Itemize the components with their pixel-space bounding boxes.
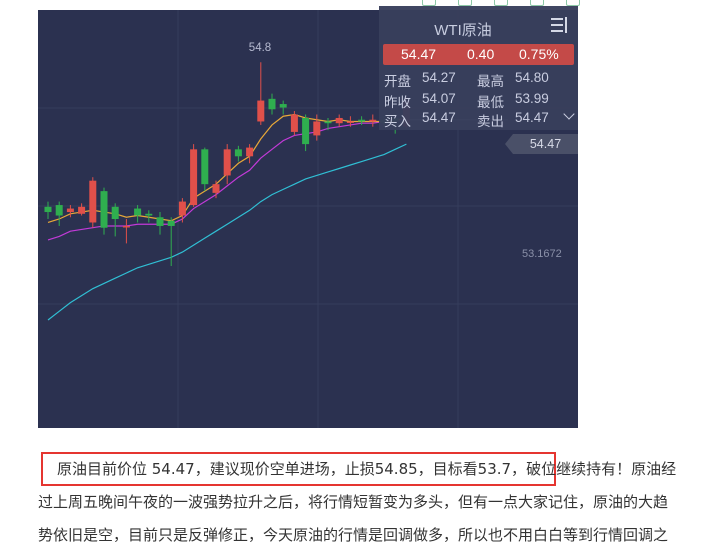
candle-body	[201, 149, 209, 185]
copy-icon[interactable]	[530, 0, 544, 6]
quote-panel: WTI原油 54.47 0.40 0.75% 开盘 54.27 最高 54.80…	[379, 6, 578, 130]
candle-body	[122, 225, 130, 228]
candle-body	[302, 117, 310, 145]
expand-icon[interactable]	[566, 0, 580, 6]
candle-body	[111, 206, 119, 219]
screenshot-icon[interactable]	[458, 0, 472, 6]
article-line: 势依旧是空，目前只是反弹修正，今天原油的行情是回调做多，所以也不用白白等到行情回…	[38, 526, 669, 544]
candle-body	[178, 201, 186, 216]
candle-body	[78, 206, 86, 214]
price-change-pct: 0.75%	[519, 46, 559, 62]
candle-body	[358, 119, 366, 122]
candle-body	[156, 217, 164, 226]
quote-title: WTI原油	[434, 22, 492, 39]
candle-body	[279, 104, 287, 108]
candle-body	[212, 184, 220, 193]
candle-body	[223, 149, 231, 176]
candle-body	[246, 147, 254, 157]
last-price-tag: 54.47	[505, 134, 578, 154]
candle-body	[335, 117, 343, 124]
candle-body	[268, 98, 276, 110]
candle-body	[290, 114, 298, 132]
last-price: 54.47	[401, 46, 437, 62]
candle-body	[346, 121, 354, 123]
candle-body	[234, 149, 242, 157]
candle-body	[190, 149, 198, 206]
panel-menu-icon[interactable]	[551, 17, 567, 33]
candle-body	[313, 121, 321, 136]
quote-change-bar: 54.47 0.40 0.75%	[383, 44, 574, 65]
candle-body	[167, 220, 175, 226]
toolbar-icons	[410, 0, 580, 8]
candle-body	[134, 208, 142, 216]
candle-body	[100, 191, 108, 228]
candle-body	[145, 213, 153, 216]
article-line: 过上周五晚间午夜的一波强势拉升之后，将行情短暂变为多头，但有一点大家记住，原油的…	[38, 493, 669, 511]
ma-mid-line	[47, 117, 407, 241]
candle-body	[55, 205, 63, 216]
chevron-down-icon[interactable]	[563, 108, 575, 120]
highlight-box	[41, 452, 556, 486]
save-icon[interactable]	[494, 0, 508, 6]
price-change: 0.40	[467, 46, 495, 62]
candle-body	[324, 121, 332, 124]
reference-level-label: 53.1672	[522, 248, 562, 260]
peak-label: 54.8	[248, 42, 272, 55]
ma-long-line	[47, 143, 407, 321]
candle-body	[44, 206, 52, 213]
article-line-rest: 破位继续持有！原油经	[526, 460, 677, 478]
candle-body	[89, 180, 97, 223]
candle-body	[257, 100, 265, 122]
share-icon[interactable]	[422, 0, 436, 6]
article-line: 原油目前价位 54.47，建议现价空单进场，止损54.85，目标看53.7，破位…	[38, 458, 676, 480]
candle-body	[66, 208, 74, 213]
highlighted-sentence: 原油目前价位 54.47，建议现价空单进场，止损54.85，目标看53.7，	[57, 460, 527, 478]
candle-body	[369, 119, 377, 122]
